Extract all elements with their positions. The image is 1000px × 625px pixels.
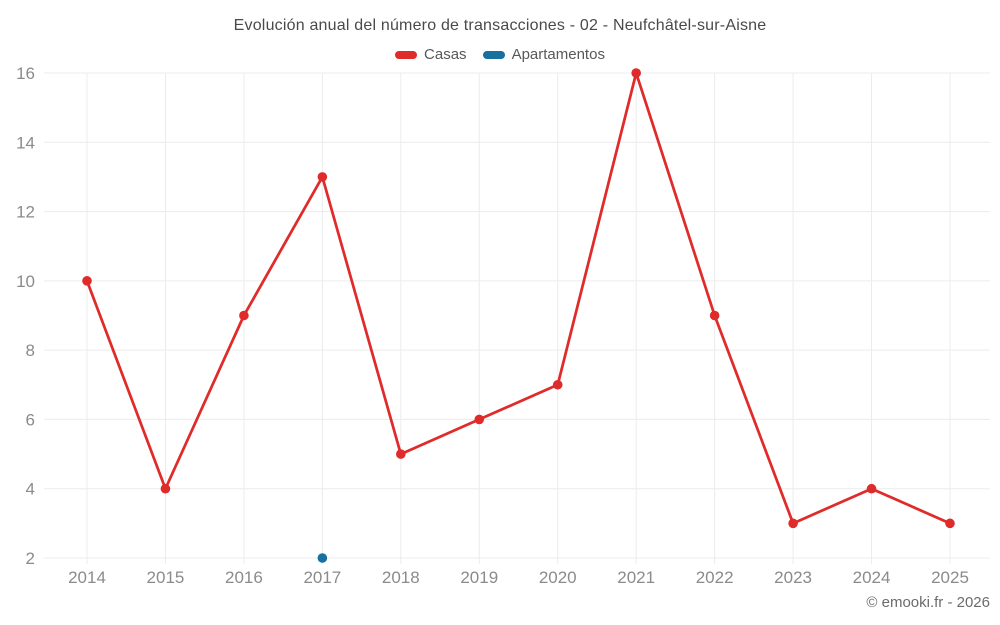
data-point-casas-2021 (631, 68, 641, 78)
y-axis-tick-label: 10 (16, 272, 35, 291)
y-axis-tick-label: 2 (26, 549, 35, 568)
x-axis-tick-label: 2024 (853, 568, 891, 587)
x-axis-tick-label: 2023 (774, 568, 812, 587)
x-axis-tick-label: 2016 (225, 568, 263, 587)
chart-title: Evolución anual del número de transaccio… (233, 17, 767, 34)
y-axis-tick-label: 14 (16, 133, 35, 152)
data-point-casas-2023 (788, 518, 798, 529)
data-point-casas-2020 (552, 379, 563, 390)
data-point-casas-2022 (709, 310, 720, 321)
data-point-casas-2024 (866, 483, 877, 494)
y-axis-tick-label: 12 (16, 203, 35, 222)
casas-series-swatch (395, 50, 418, 59)
y-axis-tick-label: 6 (26, 410, 35, 429)
x-axis-tick-label: 2015 (147, 568, 185, 587)
x-axis-tick-label: 2018 (382, 568, 420, 587)
copyright-text: © emooki.fr - 2026 (866, 594, 990, 611)
data-point-casas-2025 (945, 518, 955, 529)
x-axis-tick-label: 2025 (931, 568, 969, 587)
data-point-casas-2017 (317, 172, 328, 182)
data-point-casas-2018 (396, 449, 406, 459)
data-point-casas-2019 (474, 414, 485, 425)
legend-item-apartamentos[interactable]: Apartamentos (482, 46, 605, 63)
data-point-casas-2014 (82, 276, 92, 286)
legend-item-casas[interactable]: Casas (395, 46, 467, 63)
x-axis-tick-label: 2017 (303, 568, 341, 587)
x-axis-tick-label: 2019 (460, 568, 498, 587)
legend-label-casas: Casas (424, 46, 467, 63)
y-axis-tick-label: 4 (26, 480, 35, 499)
legend-label-apartamentos: Apartamentos (511, 46, 605, 63)
x-axis-tick-label: 2021 (617, 568, 655, 587)
x-axis-tick-label: 2022 (696, 568, 734, 587)
x-axis-tick-label: 2020 (539, 568, 577, 587)
data-point-apartamentos-2017 (317, 553, 328, 563)
series-line-casas (85, 71, 952, 525)
data-point-casas-2015 (160, 483, 171, 494)
chart-legend: Casas Apartamentos (0, 46, 1000, 63)
apartamentos-series-swatch (482, 50, 505, 59)
y-axis-tick-label: 16 (16, 64, 35, 83)
y-axis-tick-label: 8 (26, 341, 35, 360)
data-point-casas-2016 (239, 310, 249, 321)
x-axis-tick-label: 2014 (68, 568, 106, 587)
